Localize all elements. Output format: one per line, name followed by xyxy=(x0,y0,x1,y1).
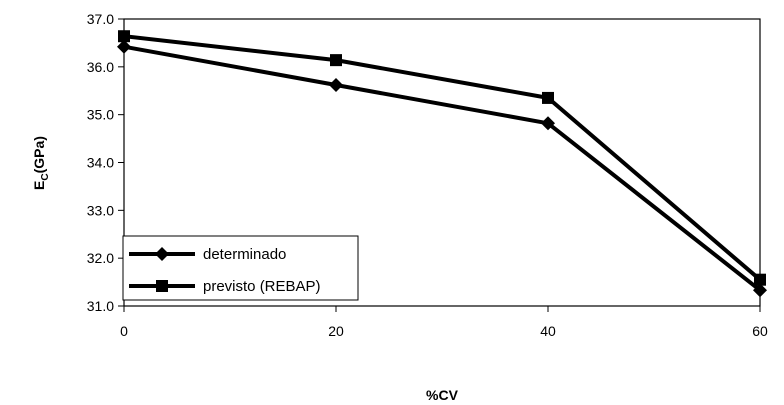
data-point-determinado xyxy=(541,116,555,131)
legend: determinado previsto (REBAP) xyxy=(122,235,359,301)
plot-area-frame xyxy=(123,18,761,307)
x-tick-label: 40 xyxy=(540,323,556,339)
legend-marker-square xyxy=(156,280,168,292)
tick-marks xyxy=(118,18,761,312)
y-axis-title: EC(GPa) xyxy=(31,136,51,190)
x-tick-label: 60 xyxy=(752,323,768,339)
legend-label-previsto: previsto (REBAP) xyxy=(203,278,321,295)
y-tick-label: 34.0 xyxy=(87,155,114,171)
x-axis-title: %CV xyxy=(426,387,459,403)
series-line-previsto xyxy=(123,34,762,282)
y-tick-label: 33.0 xyxy=(87,202,114,218)
legend-marker-diamond xyxy=(155,247,169,261)
y-axis-title-tail: (GPa) xyxy=(31,136,47,173)
x-tick-label: 0 xyxy=(120,323,128,339)
x-tick-labels: 0 20 40 60 xyxy=(120,323,768,339)
data-point-determinado xyxy=(329,78,343,93)
x-tick-label: 20 xyxy=(328,323,344,339)
legend-box xyxy=(122,235,359,301)
y-tick-label: 31.0 xyxy=(87,298,114,314)
y-axis-title-subscript: C xyxy=(40,173,51,180)
y-axis-title-main: E xyxy=(31,181,47,190)
y-tick-label: 35.0 xyxy=(87,107,114,123)
y-tick-label: 32.0 xyxy=(87,250,114,266)
data-point-previsto xyxy=(542,91,554,104)
y-tick-label: 36.0 xyxy=(87,59,114,75)
series-line-determinado xyxy=(123,44,762,292)
y-tick-label: 37.0 xyxy=(87,11,114,27)
series-layer xyxy=(117,30,767,298)
data-point-previsto xyxy=(330,54,342,67)
y-tick-labels: 31.0 32.0 33.0 34.0 35.0 36.0 37.0 xyxy=(87,11,114,314)
legend-label-determinado: determinado xyxy=(203,246,286,263)
